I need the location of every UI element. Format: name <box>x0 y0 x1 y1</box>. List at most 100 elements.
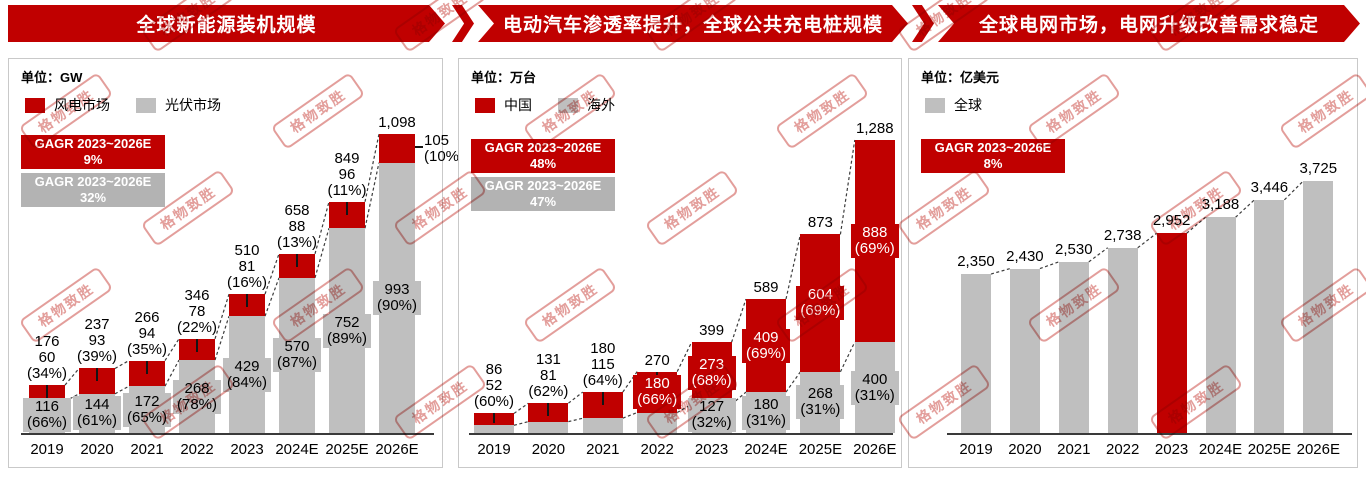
x-axis-category-2024E: 2024E <box>744 441 788 458</box>
x-axis-category-2023: 2023 <box>230 441 264 458</box>
cagr-value: 9% <box>83 152 103 167</box>
bar-全球-2023 <box>1156 233 1187 433</box>
x-axis-category-2025E: 2025E <box>798 441 843 458</box>
bar-全球-2020 <box>1009 268 1040 433</box>
bar-gray-value-label: 172 (65%) <box>122 392 172 427</box>
bar-total-label: 399 <box>699 322 725 340</box>
bar-total-label: 176 60 (34%) <box>26 333 67 383</box>
banner-label: 电动汽车渗透率提升，全球公共充电桩规模 <box>502 15 883 36</box>
chart-wind-solar: 176 60 (34%) 116 (66%) 2019 237 93 (39%) 144… <box>9 59 464 458</box>
label-leader-tick <box>146 360 148 374</box>
x-axis-category-2022: 2022 <box>640 441 674 458</box>
bar-gray-value-label: 180 (31%) <box>741 395 791 430</box>
bar-全球-2022 <box>1107 247 1138 433</box>
legend-swatch-red-icon <box>25 97 45 113</box>
cagr-period: GAGR 2023~2026E <box>484 178 602 193</box>
panel-new-energy-capacity: 176 60 (34%) 116 (66%) 2019 237 93 (39%) 144… <box>8 58 464 468</box>
label-leader-tick <box>296 253 298 267</box>
bar-total-label: 86 52 (60%) <box>473 361 514 411</box>
x-axis-line <box>469 433 893 435</box>
bar-side-value-label: 105 (10%) <box>424 132 465 166</box>
bar-total-label: 131 81 (62%) <box>528 351 569 401</box>
bar-total-label: 658 88 (13%) <box>276 201 317 251</box>
bar-gray-value-label: 116 (66%) <box>22 398 72 432</box>
section-banner-grid-market: 全球电网市场，电网升级改善需求稳定 <box>938 5 1360 42</box>
label-leader-tick <box>46 385 48 399</box>
legend: 风电市场 光伏市场 <box>25 95 221 115</box>
label-leader-tick <box>601 392 604 406</box>
unit-label: 单位：万台 <box>471 70 537 85</box>
x-axis-category-2021: 2021 <box>130 441 164 458</box>
legend-item-china: 中国 <box>475 95 532 115</box>
bar-gray-value-label: 993 (90%) <box>372 280 422 315</box>
bar-gray-value-label: 268 (78%) <box>172 379 222 414</box>
bar-total-label: 270 <box>644 351 670 369</box>
bar-全球-2026E <box>1303 181 1334 433</box>
bar-全球-2025E <box>1254 199 1285 433</box>
x-axis-category-2026E: 2026E <box>853 441 897 458</box>
label-leader-dash <box>415 146 423 149</box>
label-leader-tick <box>346 202 348 216</box>
dashed-trend-line <box>513 421 529 426</box>
x-axis-category-2020: 2020 <box>80 441 114 458</box>
x-axis-category-2025E: 2025E <box>1247 441 1292 458</box>
bar-全球-2019 <box>961 274 991 433</box>
x-axis-category-2019: 2019 <box>959 441 993 458</box>
legend-swatch-red-icon <box>475 97 495 113</box>
bar-segment-风电市场-2026E <box>379 134 415 163</box>
label-leader-tick <box>246 294 248 308</box>
legend-label: 海外 <box>587 97 615 113</box>
x-axis-category-2021: 2021 <box>586 441 620 458</box>
x-axis-category-2022: 2022 <box>1106 441 1140 458</box>
section-banner-charging-pile: 电动汽车渗透率提升，全球公共充电桩规模 <box>478 5 908 42</box>
bar-segment-海外-2019 <box>474 425 514 433</box>
legend: 中国 海外 <box>475 95 615 115</box>
legend-swatch-gray-icon <box>558 97 578 113</box>
cagr-period: GAGR 2023~2026E <box>34 136 152 151</box>
bar-value-label: 3,188 <box>1201 196 1240 214</box>
legend-label: 光伏市场 <box>165 97 221 113</box>
bar-gray-value-label: 268 (31%) <box>796 385 845 420</box>
x-axis-category-2026E: 2026E <box>375 441 419 458</box>
cagr-box-china: GAGR 2023~2026E 48% <box>471 139 615 173</box>
x-axis-line <box>21 433 434 435</box>
bar-value-label: 3,446 <box>1250 178 1289 196</box>
legend-label: 中国 <box>504 97 532 113</box>
legend-item-overseas: 海外 <box>558 95 615 115</box>
bar-total-label: 510 81 (16%) <box>226 242 267 292</box>
panel-charging-piles: 86 52 (60%) 2019 131 81 (62%) 2020 180 115 (… <box>458 58 902 468</box>
legend: 全球 <box>925 95 982 115</box>
bar-total-label: 180 115 (64%) <box>582 340 623 390</box>
x-axis-category-2025E: 2025E <box>325 441 369 458</box>
bar-segment-海外-2022 <box>637 412 678 433</box>
chart-grid-market: 2,350 2019 2,430 2020 2,530 2021 2,738 2022 2,95… <box>909 59 1357 458</box>
dashed-trend-line <box>839 341 856 373</box>
chevron-right-icon <box>452 5 474 42</box>
bar-red-value-label: 180 (66%) <box>633 375 682 410</box>
bar-total-label: 589 <box>753 279 779 297</box>
cagr-value: 47% <box>529 194 557 209</box>
x-axis-category-2024E: 2024E <box>275 441 319 458</box>
x-axis-category-2023: 2023 <box>694 441 729 458</box>
bar-gray-value-label: 570 (87%) <box>272 338 322 373</box>
legend-label: 全球 <box>954 97 982 113</box>
cagr-box-global: GAGR 2023~2026E 8% <box>921 139 1065 173</box>
cagr-box-solar: GAGR 2023~2026E 32% <box>21 173 165 207</box>
legend-label: 风电市场 <box>54 97 110 113</box>
bar-全球-2021 <box>1058 261 1089 433</box>
bar-value-label: 2,952 <box>1152 212 1191 230</box>
x-axis-category-2021: 2021 <box>1057 441 1091 458</box>
bar-value-label: 2,530 <box>1055 240 1093 258</box>
bar-total-label: 873 <box>807 214 833 232</box>
dashed-trend-line <box>622 411 638 419</box>
bar-total-label: 1,288 <box>856 120 894 137</box>
bar-全球-2024E <box>1205 217 1236 433</box>
label-leader-tick <box>493 413 495 424</box>
label-leader-tick <box>196 338 198 352</box>
chevron-right-icon <box>912 5 934 42</box>
cagr-period: GAGR 2023~2026E <box>34 174 152 189</box>
bar-total-label: 237 93 (39%) <box>76 316 117 366</box>
bar-value-label: 2,430 <box>1006 247 1044 265</box>
x-axis-category-2020: 2020 <box>1008 441 1042 458</box>
